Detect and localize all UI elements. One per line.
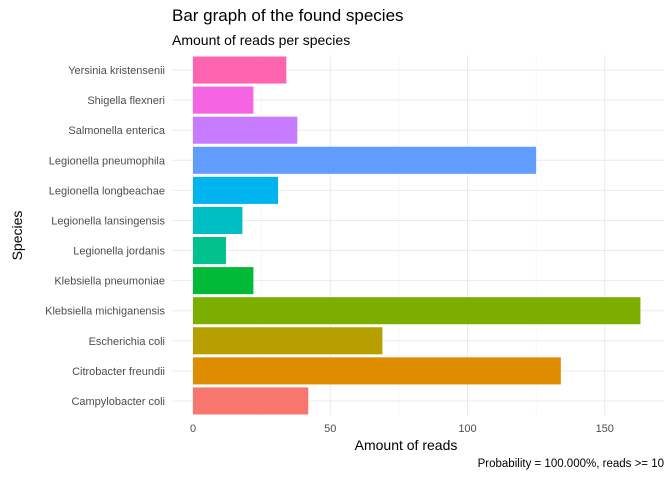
y-tick-label: Legionella lansingensis <box>51 215 165 227</box>
y-tick-label: Legionella pneumophila <box>49 155 166 167</box>
y-axis-title: Species <box>9 211 25 261</box>
y-tick-labels: Campylobacter coli Citrobacter freundii Es… <box>45 65 166 408</box>
x-tick-label: 50 <box>324 423 336 435</box>
bars <box>193 56 641 415</box>
y-tick-label: Escherichia coli <box>89 336 165 348</box>
x-tick-label: 0 <box>190 423 196 435</box>
bar <box>193 86 254 114</box>
y-tick-label: Klebsiella michiganensis <box>45 306 165 318</box>
bar <box>193 237 226 265</box>
bar <box>193 267 254 295</box>
y-tick-label: Klebsiella pneumoniae <box>54 276 165 288</box>
y-tick-label: Legionella longbeachae <box>49 185 165 197</box>
bar <box>193 357 561 385</box>
y-tick-label: Salmonella enterica <box>68 125 165 137</box>
x-tick-label: 100 <box>458 423 476 435</box>
x-tick-labels: 0 50 100 150 <box>190 423 614 435</box>
bar <box>193 146 537 174</box>
y-tick-label: Legionella jordanis <box>73 246 165 258</box>
bar <box>193 116 298 144</box>
chart-caption: Probability = 100.000%, reads >= 10 <box>477 458 664 470</box>
bar <box>193 297 641 325</box>
y-tick-label: Yersinia kristensenii <box>68 65 165 77</box>
bar <box>193 176 279 204</box>
y-tick-label: Shigella flexneri <box>87 95 165 107</box>
bar <box>193 56 287 84</box>
chart-subtitle: Amount of reads per species <box>172 32 351 48</box>
x-axis-title: Amount of reads <box>355 437 458 453</box>
x-tick-label: 150 <box>596 423 614 435</box>
bar <box>193 327 383 355</box>
chart-title: Bar graph of the found species <box>172 6 404 25</box>
bar <box>193 206 243 234</box>
bar <box>193 387 309 415</box>
y-tick-label: Citrobacter freundii <box>72 366 165 378</box>
y-tick-label: Campylobacter coli <box>71 396 165 408</box>
